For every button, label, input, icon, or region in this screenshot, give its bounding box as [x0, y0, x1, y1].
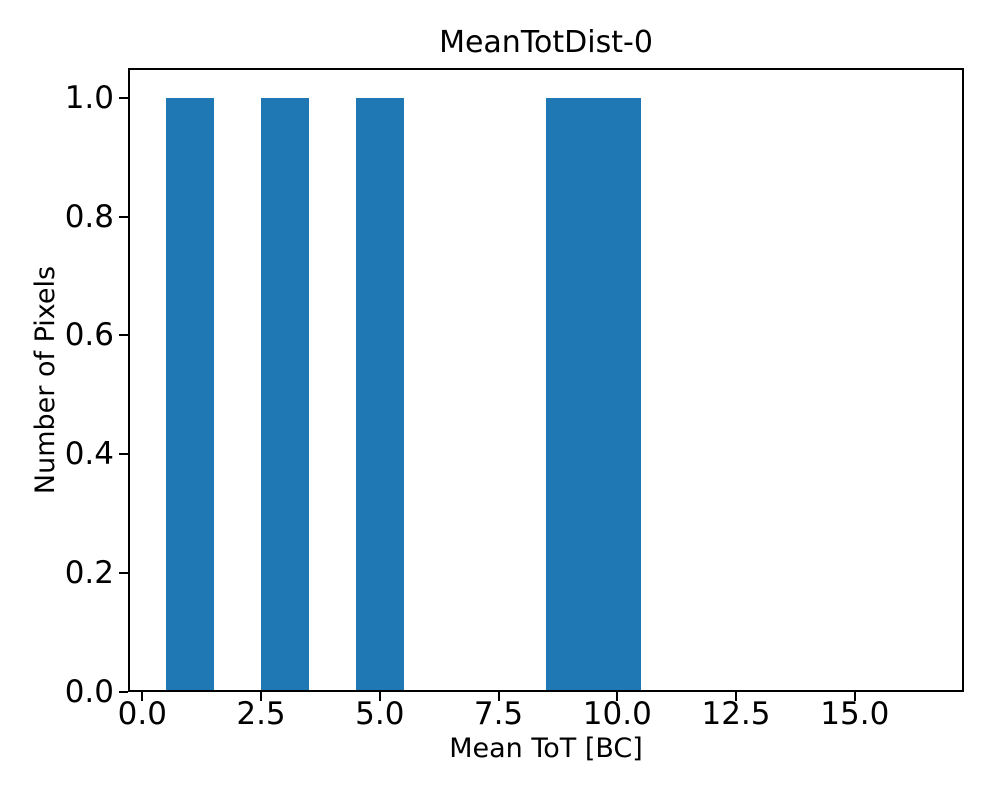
y-tick-label: 0.2: [64, 555, 114, 592]
y-tick-label: 1.0: [64, 79, 114, 116]
x-tick-mark: [497, 692, 500, 701]
x-tick-mark: [735, 692, 737, 701]
x-tick-label: 5.0: [355, 696, 405, 732]
x-tick-label: 7.5: [473, 696, 524, 732]
y-tick-mark: [119, 334, 128, 337]
y-tick-label: 0.0: [64, 673, 114, 710]
histogram-bar: [546, 97, 594, 692]
x-tick-mark: [616, 692, 619, 701]
y-tick-mark: [119, 691, 128, 693]
x-axis-label: Mean ToT [BC]: [449, 733, 643, 764]
y-tick-mark: [119, 453, 128, 456]
x-tick-mark: [378, 692, 381, 701]
x-tick-label: 15.0: [820, 696, 890, 732]
x-tick-mark: [141, 692, 144, 701]
y-tick-mark: [119, 572, 128, 575]
y-tick-mark: [119, 96, 128, 99]
histogram-bar: [261, 97, 309, 692]
y-tick-label: 0.6: [64, 317, 114, 354]
chart-title: MeanTotDist-0: [439, 25, 653, 60]
x-tick-mark: [853, 692, 856, 701]
histogram-bar: [356, 97, 404, 692]
histogram-bar: [166, 97, 214, 692]
y-tick-label: 0.4: [64, 436, 114, 473]
x-tick-label: 12.5: [701, 696, 771, 732]
x-tick-label: 2.5: [236, 696, 286, 732]
y-tick-label: 0.8: [64, 198, 114, 235]
x-tick-label: 0.0: [117, 696, 167, 732]
x-tick-mark: [260, 692, 262, 701]
histogram-bar: [593, 97, 641, 692]
x-tick-label: 10.0: [582, 696, 652, 732]
y-tick-mark: [119, 215, 128, 218]
